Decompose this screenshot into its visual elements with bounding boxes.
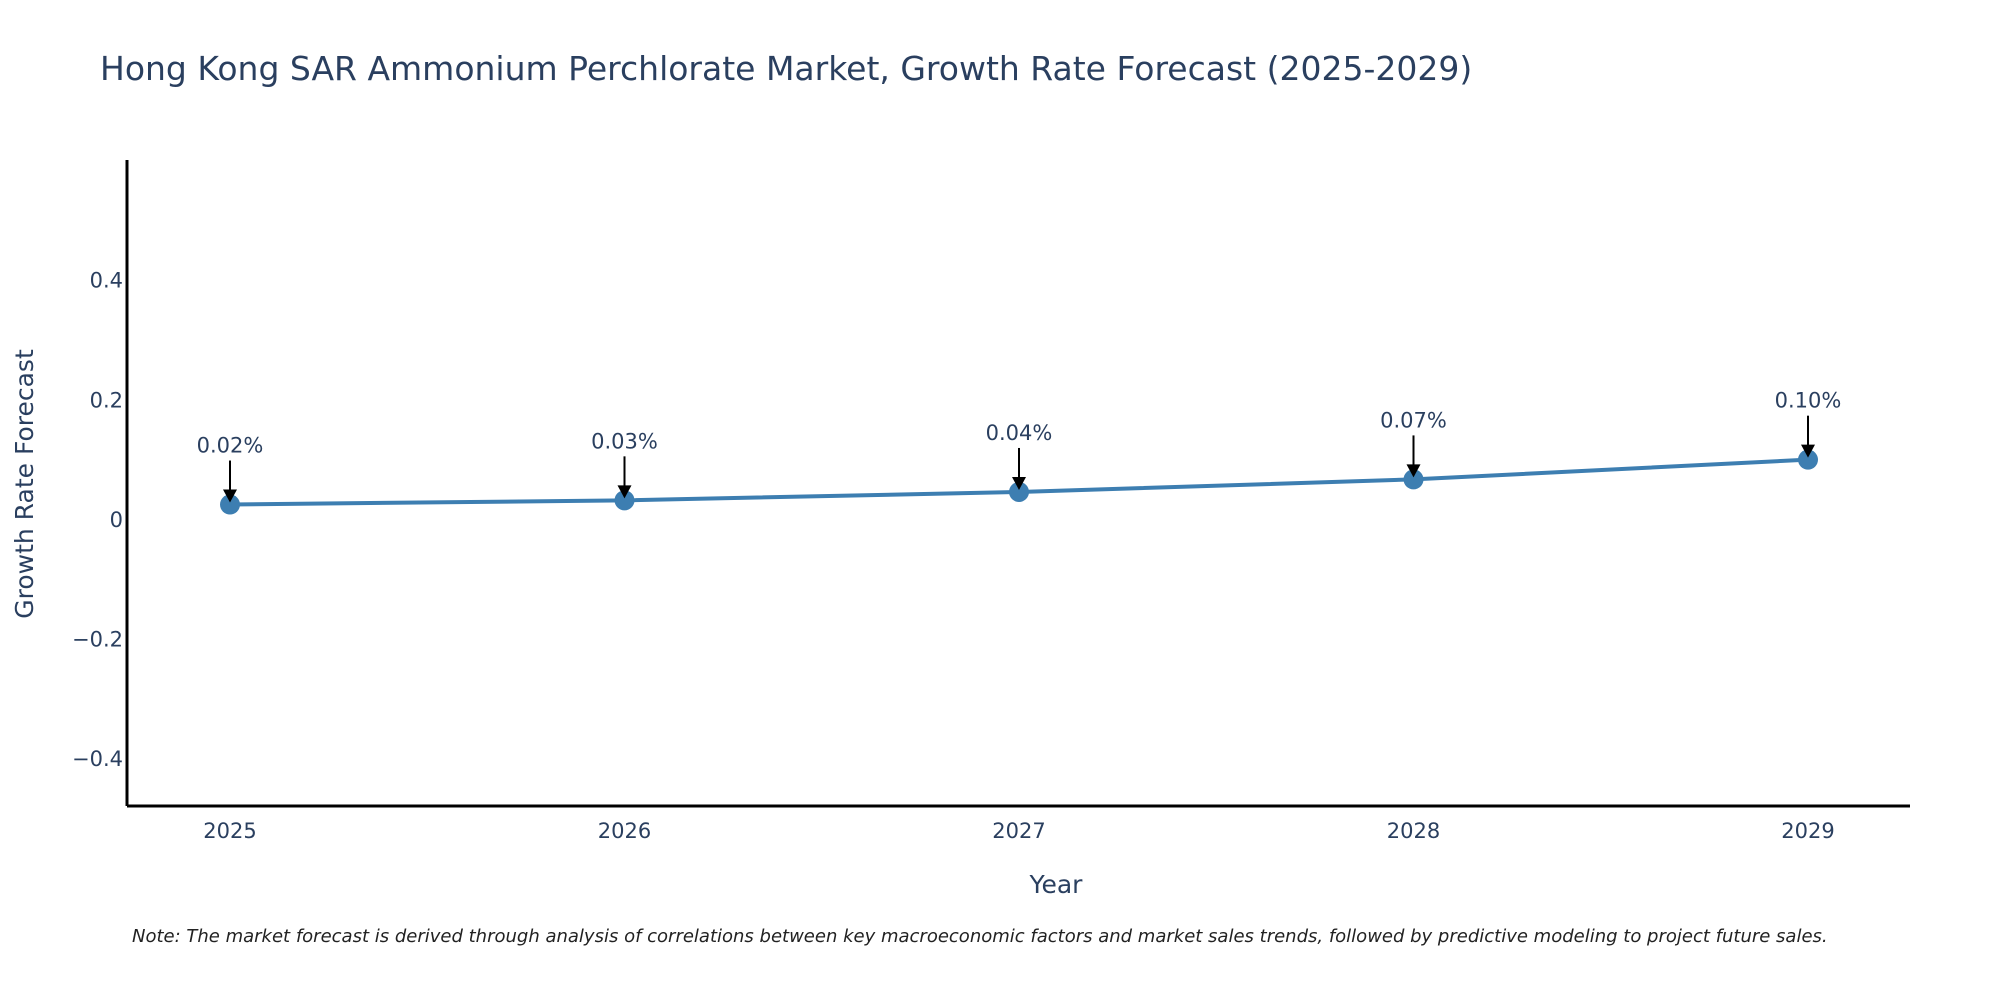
annotation-arrowhead — [1012, 476, 1026, 490]
data-label: 0.03% — [591, 429, 658, 453]
data-point — [1009, 481, 1029, 502]
y-tick-label: −0.4 — [72, 747, 123, 771]
x-tick-label: 2025 — [203, 819, 256, 843]
data-label: 0.04% — [986, 421, 1053, 445]
x-tick-label: 2026 — [598, 819, 651, 843]
y-axis-title: Growth Rate Forecast — [10, 349, 39, 619]
data-label: 0.07% — [1380, 408, 1447, 432]
x-tick-label: 2028 — [1387, 819, 1440, 843]
y-tick-label: 0 — [110, 508, 123, 532]
data-point — [1798, 449, 1818, 470]
annotation-arrowhead — [617, 485, 632, 499]
data-point — [1403, 469, 1424, 490]
data-label: 0.10% — [1775, 389, 1842, 413]
annotation-arrowhead — [1406, 464, 1421, 478]
x-tick-label: 2027 — [992, 819, 1045, 843]
plot-area: −0.4 −0.2 0 0.2 0.4 2025 2026 2027 2028 2029 0.02%… — [72, 160, 1910, 843]
y-tick-label: −0.2 — [72, 628, 123, 652]
x-tick-label: 2029 — [1781, 819, 1834, 843]
chart-title: Hong Kong SAR Ammonium Perchlorate Marke… — [100, 49, 1472, 88]
data-point — [220, 494, 240, 515]
footnote: Note: The market forecast is derived thr… — [132, 926, 1828, 947]
annotation-arrowhead — [1801, 444, 1815, 458]
y-tick-label: 0.2 — [90, 388, 123, 412]
x-axis-title: Year — [1029, 870, 1084, 899]
data-label: 0.02% — [197, 434, 264, 458]
data-point — [614, 490, 635, 511]
annotation-arrowhead — [223, 489, 237, 503]
y-tick-label: 0.4 — [90, 269, 123, 293]
